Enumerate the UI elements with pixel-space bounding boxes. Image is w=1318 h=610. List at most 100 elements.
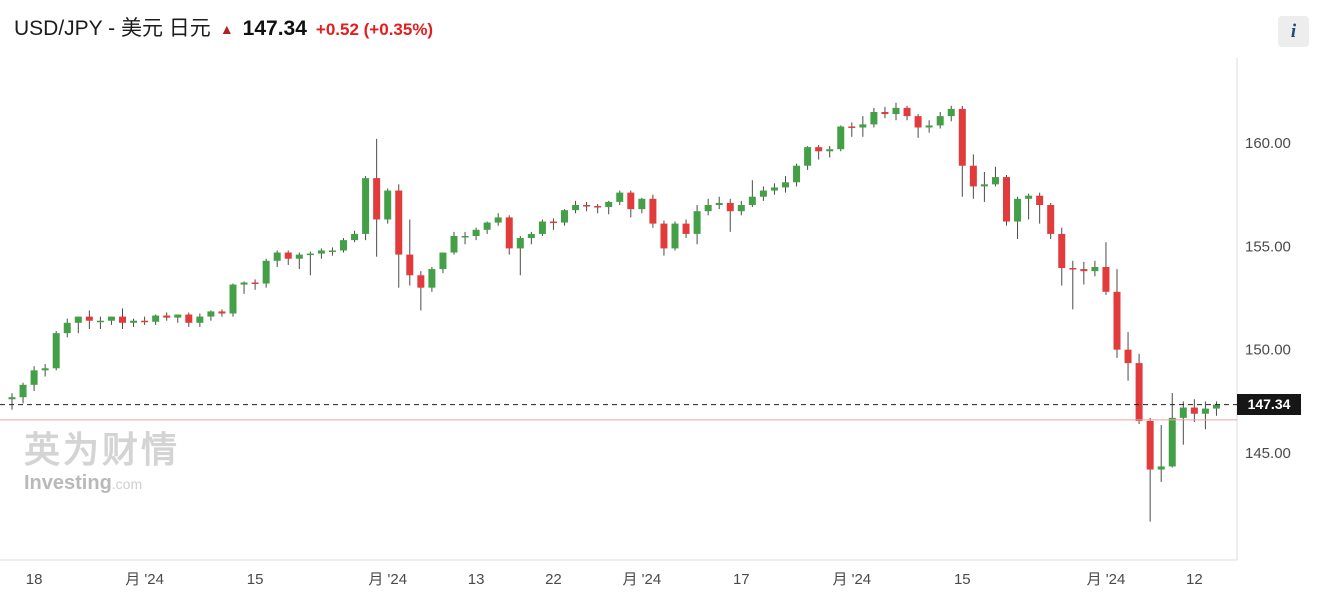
candle-body: [107, 316, 115, 321]
candle-body: [174, 314, 182, 318]
candle-body: [417, 275, 425, 288]
candle-body: [472, 229, 480, 236]
candle-body: [251, 282, 259, 284]
candle-body: [870, 112, 878, 125]
x-axis-label: 13: [468, 571, 485, 588]
candle-body: [196, 316, 204, 323]
candle-body: [340, 240, 347, 251]
candle-body: [428, 269, 436, 288]
candle-body: [561, 210, 568, 223]
candle-body: [516, 238, 524, 249]
candle-body: [660, 223, 668, 249]
candle-body: [881, 112, 889, 115]
candle-body: [726, 202, 734, 212]
candle-body: [1102, 267, 1110, 292]
candle-body: [461, 236, 469, 238]
candle-body: [1168, 417, 1176, 467]
candle-body: [30, 370, 38, 385]
candle-body: [1047, 205, 1055, 234]
candle-body: [163, 315, 171, 318]
candle-body: [1190, 407, 1198, 414]
info-icon: i: [1290, 20, 1297, 42]
candle-body: [1091, 267, 1099, 272]
x-axis-label: 12: [1186, 571, 1203, 588]
candle-body: [262, 260, 270, 284]
candle-body: [1036, 195, 1044, 205]
candle-body: [969, 165, 977, 187]
x-axis-label: 月 '24: [368, 571, 407, 588]
candle-body: [207, 311, 215, 317]
candle-body: [1212, 404, 1220, 409]
candle-body: [682, 223, 690, 234]
candle-body: [74, 316, 82, 323]
candle-body: [925, 125, 933, 128]
candle-body: [306, 253, 314, 256]
candle-body: [991, 177, 999, 185]
candle-body: [848, 126, 856, 128]
candle-body: [141, 320, 149, 323]
candle-body: [373, 178, 381, 220]
candle-body: [782, 182, 789, 188]
candle-body: [1124, 349, 1132, 364]
candle-body: [1201, 408, 1209, 414]
candle-body: [96, 320, 104, 323]
candle-body: [328, 250, 336, 252]
candle-body: [240, 282, 248, 285]
watermark-brand: Investing.com: [24, 472, 180, 495]
candle-body: [737, 205, 745, 212]
candle-body: [583, 205, 591, 207]
candle-body: [980, 184, 988, 187]
watermark-chinese: 英为财情: [24, 429, 181, 470]
candle-body: [549, 221, 557, 224]
candle-body: [947, 108, 955, 117]
candle-body: [958, 108, 966, 166]
candle-body: [1146, 420, 1154, 470]
candle-body: [616, 192, 624, 202]
candle-body: [395, 190, 403, 255]
candle-body: [693, 211, 701, 234]
x-axis-label: 月 '24: [1087, 571, 1126, 588]
candle-body: [837, 126, 845, 150]
candle-body: [284, 252, 292, 259]
candle-body: [85, 316, 93, 321]
candle-body: [859, 124, 867, 128]
instrument-title: USD/JPY - 美元 日元: [14, 17, 211, 40]
candle-body: [936, 116, 944, 126]
candle-body: [1069, 268, 1077, 270]
candle-body: [384, 190, 392, 220]
price-change: +0.52 (+0.35%): [315, 20, 434, 39]
candle-body: [759, 190, 767, 197]
x-axis-label: 月 '24: [832, 571, 871, 588]
y-axis-label: 150.00: [1245, 342, 1291, 359]
candle-body: [804, 147, 812, 166]
candle-body: [317, 250, 325, 254]
x-axis-label: 22: [545, 571, 562, 588]
candle-body: [1179, 407, 1187, 418]
y-axis-label: 145.00: [1245, 445, 1291, 462]
candle-body: [649, 198, 657, 224]
candle-body: [572, 205, 580, 211]
last-price-tag: 147.34: [1237, 394, 1301, 416]
candle-body: [483, 222, 491, 230]
candle-body: [704, 205, 712, 212]
candle-body: [1157, 466, 1165, 470]
candle-body: [815, 147, 823, 152]
candle-body: [1003, 177, 1010, 222]
candle-body: [638, 198, 646, 210]
candle-body: [229, 284, 237, 314]
candle-body: [1025, 195, 1033, 199]
candle-body: [8, 397, 16, 400]
candle-body: [671, 223, 679, 249]
y-axis-label: 160.00: [1245, 135, 1291, 152]
info-button[interactable]: i: [1278, 16, 1309, 47]
candle-body: [1113, 291, 1121, 350]
instrument-header: USD/JPY - 美元 日元 ▲ 147.34 +0.52 (+0.35%): [14, 12, 433, 42]
candle-body: [450, 236, 458, 253]
candle-body: [19, 384, 27, 398]
watermark: 英为财情 Investing.com: [24, 430, 180, 495]
y-axis-label: 155.00: [1245, 238, 1291, 255]
candle-body: [538, 221, 546, 234]
candle-body: [494, 217, 502, 223]
